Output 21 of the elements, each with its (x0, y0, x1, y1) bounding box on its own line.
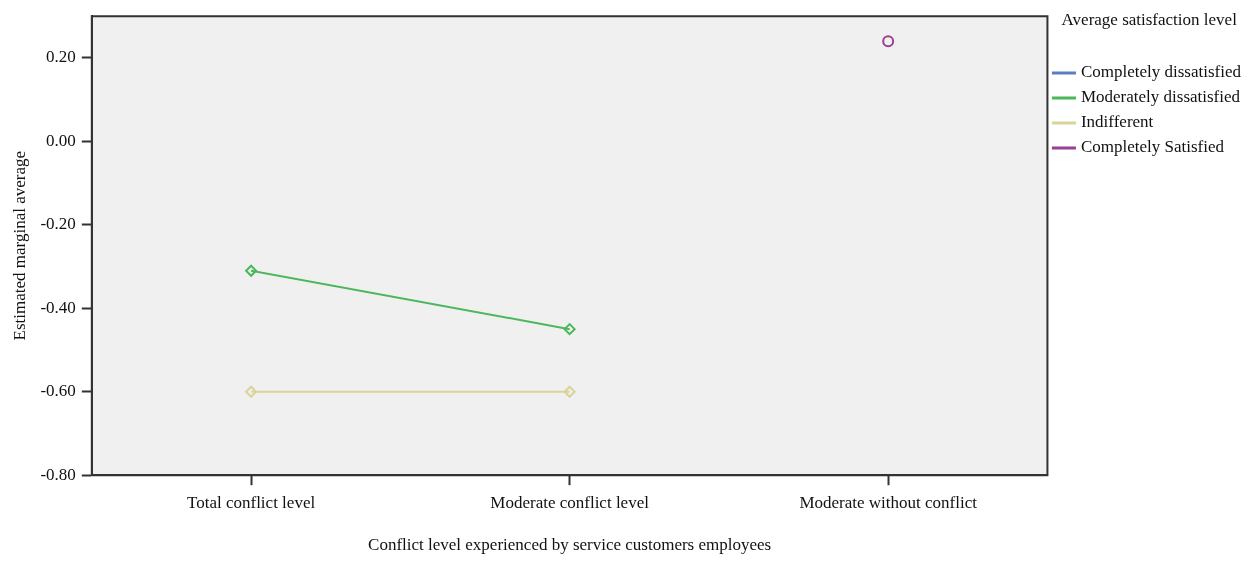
legend-label: Indifferent (1080, 112, 1154, 132)
y-tick-label: -0.40 (40, 297, 76, 317)
x-tick-label: Moderate conflict level (490, 492, 650, 512)
x-axis-title: Conflict level experienced by service customers employees (368, 535, 772, 555)
y-tick-label: -0.20 (40, 214, 76, 234)
legend-label: Completely dissatisfied (1080, 62, 1242, 82)
legend-label: Moderately dissatisfied (1080, 87, 1241, 107)
point (882, 35, 895, 48)
y-tick-label: 0.20 (46, 47, 76, 67)
point (245, 264, 258, 277)
x-tick-label: Total conflict level (187, 492, 316, 512)
point (245, 385, 258, 398)
legend-title: Average satisfaction level (1061, 9, 1238, 29)
y-tick-label: 0.00 (46, 130, 76, 150)
point (563, 385, 576, 398)
y-tick-label: -0.80 (40, 464, 76, 484)
point (563, 323, 576, 336)
legend-label: Completely Satisfied (1080, 137, 1225, 157)
y-axis-title: Estimated marginal average (9, 150, 29, 341)
y-tick-label: -0.60 (40, 381, 76, 401)
x-tick-label: Moderate without conflict (799, 492, 978, 512)
